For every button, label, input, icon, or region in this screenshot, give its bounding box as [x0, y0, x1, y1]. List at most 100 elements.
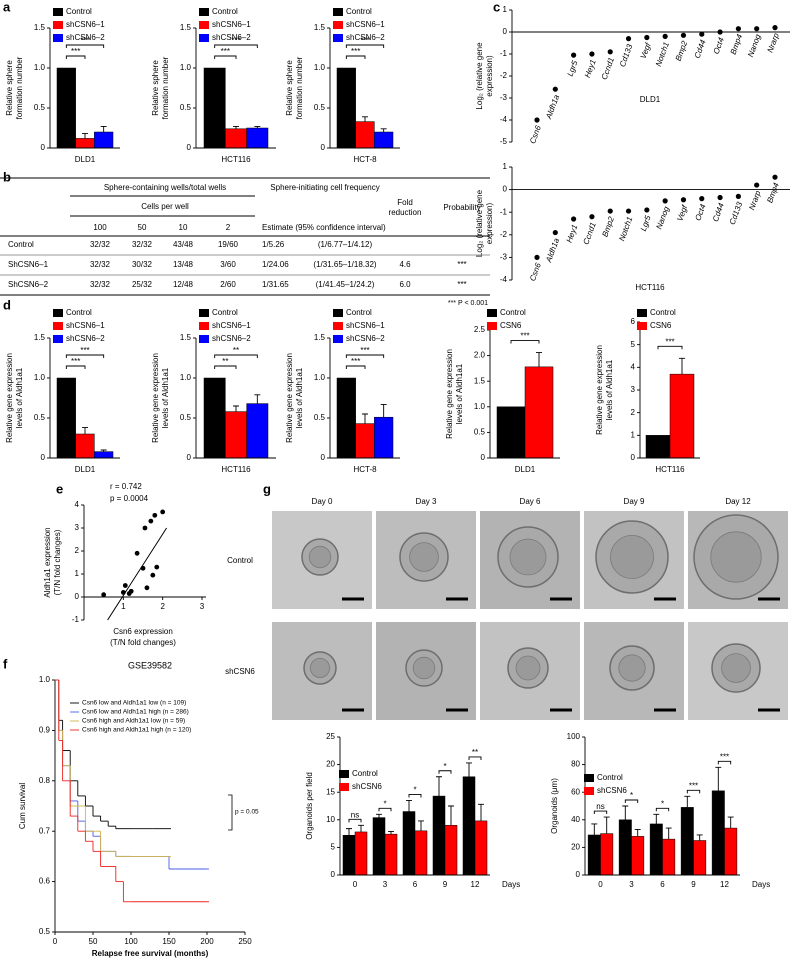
y-tick-label: 1 — [503, 5, 508, 14]
legend-swatch — [199, 335, 209, 343]
bar — [94, 451, 114, 459]
column-header: 50 — [138, 223, 147, 232]
organoid-core — [515, 655, 541, 681]
legend-label: Control — [352, 769, 378, 778]
y-tick-label: 5 — [631, 340, 636, 349]
legend-swatch — [199, 322, 209, 330]
significance-label: * — [383, 799, 386, 808]
table-cell: 1/31.65 — [262, 280, 289, 289]
significance-bracket — [348, 818, 362, 823]
y-tick-label: -4 — [500, 275, 508, 284]
panel-letter: d — [3, 297, 11, 312]
significance-label: *** — [351, 357, 360, 366]
legend-label: Control — [346, 7, 372, 16]
dot — [662, 33, 668, 40]
y-tick-label: 1.0 — [474, 402, 486, 411]
bar — [402, 811, 416, 876]
y-axis-label: Relative gene expression — [595, 345, 604, 435]
y-axis-label: Relative gene expression — [151, 353, 160, 443]
y-axis-label: Relative sphere — [285, 60, 294, 116]
y-tick-label: 25 — [326, 732, 335, 741]
dot — [571, 52, 577, 58]
y-axis-label: Log₂ (relative gene — [475, 42, 484, 110]
dot — [699, 196, 705, 202]
image-column-label: Day 0 — [312, 497, 333, 506]
error-bar — [634, 829, 641, 837]
point — [142, 525, 148, 531]
y-axis-label: Log₂ (relative gene — [475, 189, 484, 257]
dot — [534, 254, 540, 260]
legend-swatch — [487, 322, 497, 330]
y-tick-label: 1.5 — [180, 23, 192, 32]
table-cell: 19/60 — [218, 240, 239, 249]
bar — [600, 833, 614, 876]
table-header: Sphere-initiating cell frequency — [270, 183, 379, 192]
y-tick-label: 0 — [631, 453, 636, 462]
error-bar — [466, 762, 472, 777]
y-tick-label: 0 — [331, 870, 336, 879]
x-tick-label: 150 — [162, 937, 176, 946]
annotation: p = 0.05 — [235, 809, 259, 816]
gene-label: Cd133 — [728, 200, 745, 226]
error-bar — [418, 820, 424, 831]
bar — [384, 833, 398, 876]
table-cell: 12/48 — [173, 280, 194, 289]
dot — [754, 182, 760, 188]
point — [134, 550, 140, 556]
table-cell: 32/32 — [90, 260, 111, 269]
y-tick-label: -2 — [500, 230, 508, 239]
dot — [607, 49, 613, 55]
legend-label: Control — [346, 308, 372, 317]
legend-label: Csn6 high and Aldh1a1 high (n = 120) — [82, 727, 191, 734]
bar — [355, 423, 375, 459]
bar — [524, 366, 554, 459]
point — [128, 588, 134, 594]
panel-letter: g — [263, 481, 271, 496]
legend-label: Csn6 low and Aldh1a1 high (n = 286) — [82, 709, 189, 716]
gene-label: Oct4 — [693, 202, 707, 221]
dot — [735, 26, 741, 32]
y-tick-label: -4 — [500, 115, 508, 124]
y-axis-label: Relative sphere — [5, 60, 14, 116]
dot — [772, 174, 778, 180]
point — [101, 592, 107, 598]
y-tick-label: 0 — [41, 143, 46, 152]
significance-label: *** — [665, 337, 674, 346]
y-tick-label: 1 — [503, 162, 508, 171]
y-tick-label: 1.5 — [34, 333, 46, 342]
legend-label: shCSN6–2 — [212, 334, 251, 343]
legend-label: Control — [66, 308, 92, 317]
table-cell: 13/48 — [173, 260, 194, 269]
error-bar — [346, 828, 352, 836]
y-tick-label: -3 — [500, 253, 508, 262]
legend-label: shCSN6–2 — [346, 33, 385, 42]
legend-swatch — [53, 34, 63, 42]
x-tick-label: 12 — [720, 880, 729, 889]
significance-bracket — [468, 756, 482, 760]
table-header: Probability — [443, 203, 480, 212]
bar — [474, 820, 488, 876]
y-tick-label: 15 — [326, 787, 335, 796]
bar — [680, 807, 694, 876]
legend-label: Control — [650, 308, 676, 317]
x-axis-label: HCT-8 — [353, 465, 377, 474]
x-tick-label: 9 — [691, 880, 696, 889]
gene-label: Bmp4 — [765, 181, 781, 204]
x-axis-label: HCT116 — [221, 155, 251, 164]
y-axis-label: Organoids per field — [305, 772, 314, 840]
significance-label: *** — [80, 36, 89, 45]
bar — [444, 825, 458, 876]
legend-swatch — [487, 309, 497, 317]
point — [144, 585, 150, 591]
error-bar — [448, 805, 454, 826]
x-tick-label: 0 — [353, 880, 358, 889]
error-bar — [358, 824, 364, 832]
gene-label: Bmp2 — [600, 215, 616, 238]
organoid-core — [509, 538, 547, 576]
x-tick-label: 6 — [413, 880, 418, 889]
dot — [680, 197, 687, 203]
y-tick-label: 0 — [187, 143, 192, 152]
gene-label: Cd133 — [618, 42, 635, 68]
point — [152, 512, 158, 518]
y-axis-label: Aldh1a1 expression — [43, 527, 52, 597]
